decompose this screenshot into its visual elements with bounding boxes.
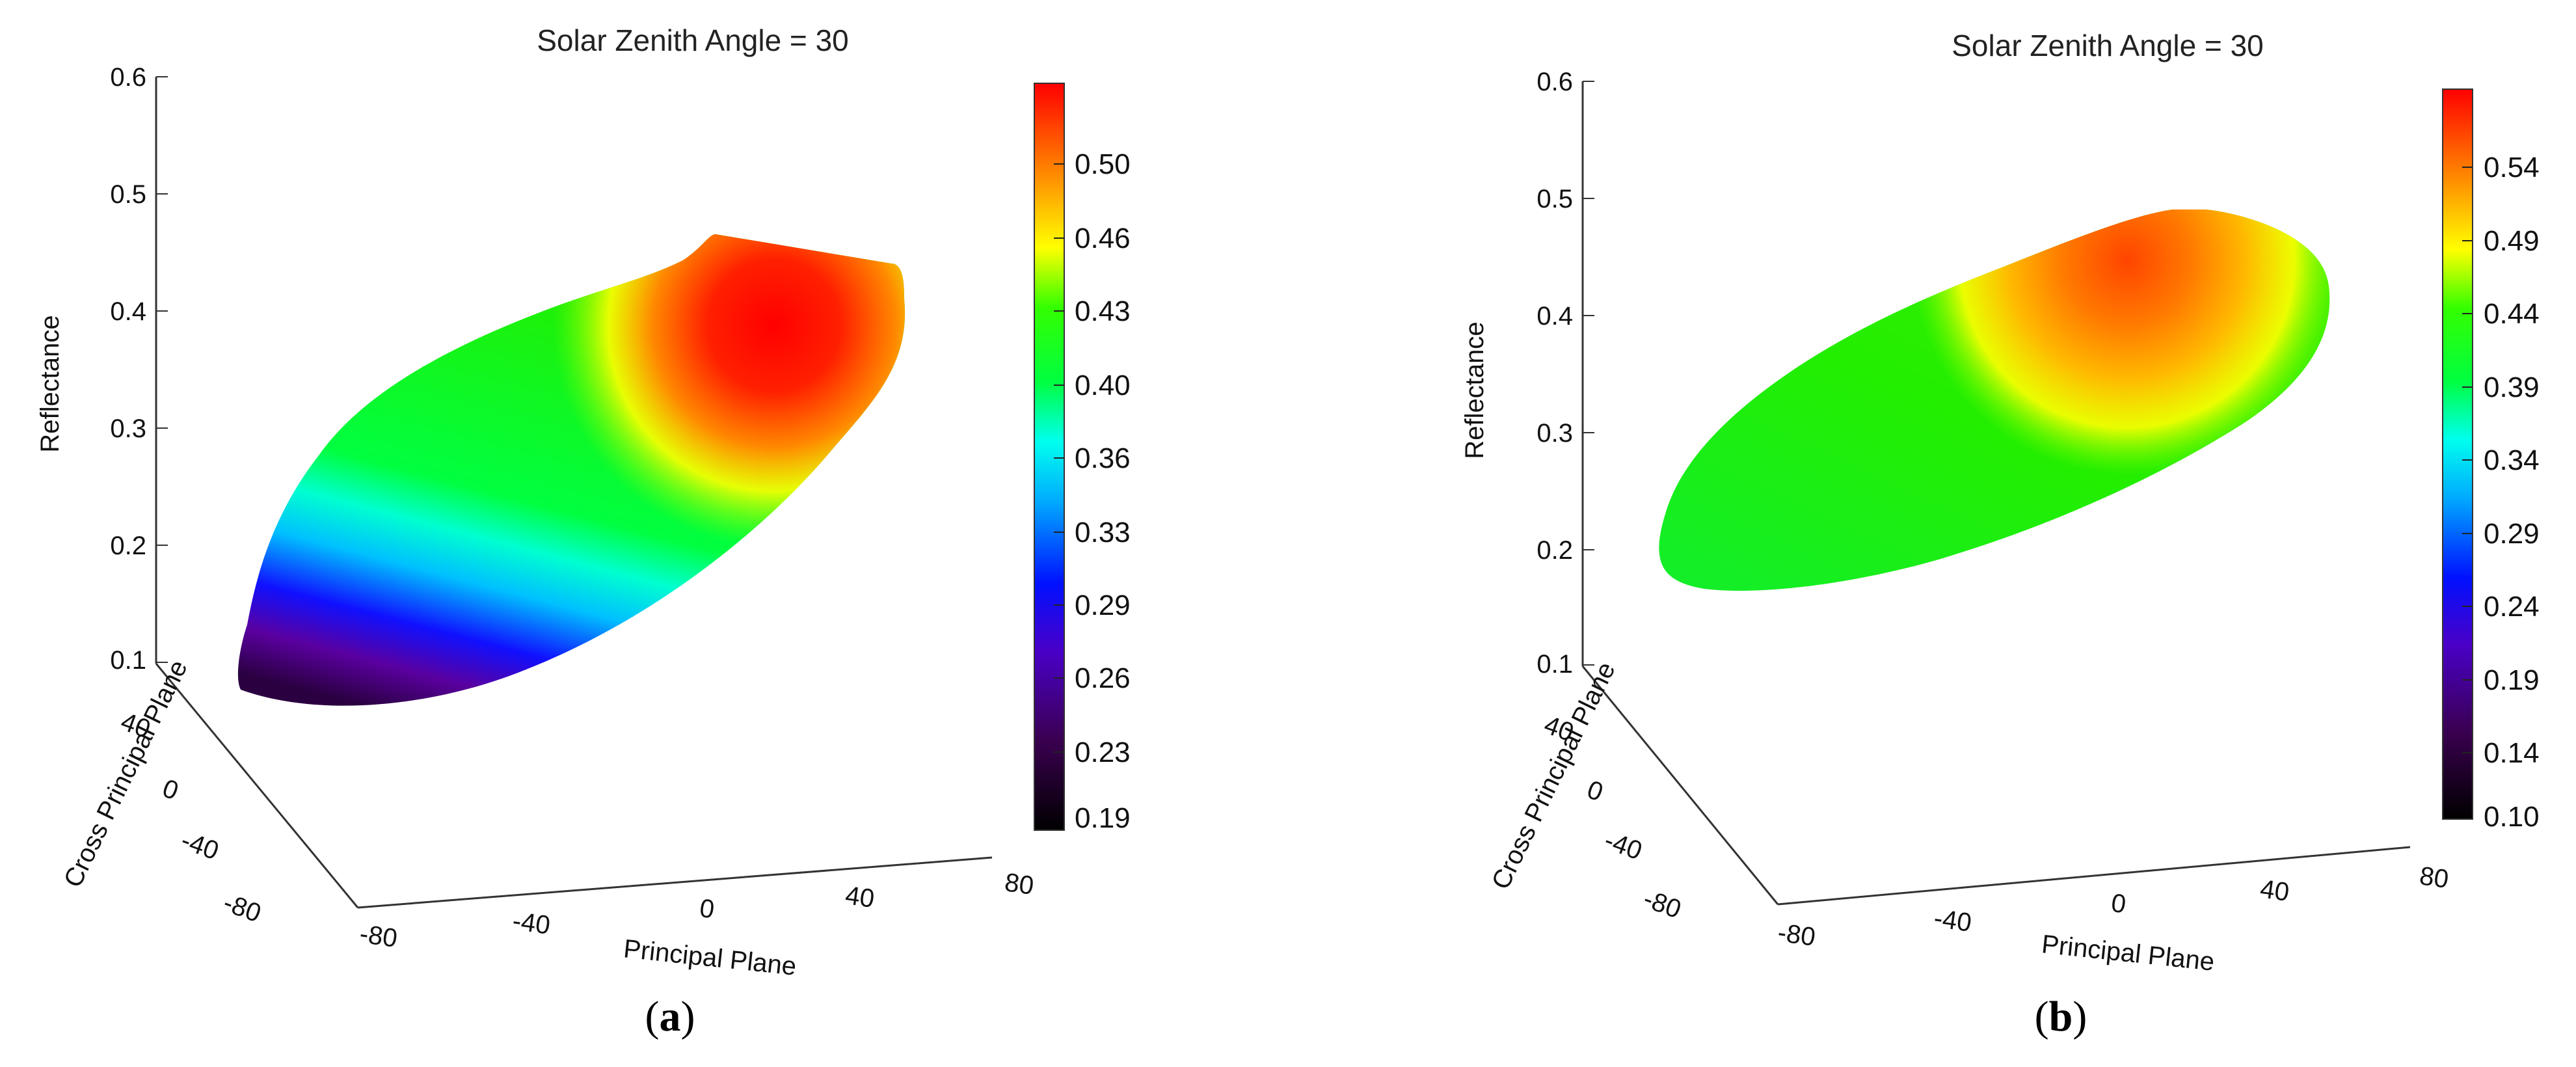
z-tick-label: 0.1 bbox=[1536, 650, 1573, 679]
z-tick-label: 0.2 bbox=[1536, 536, 1573, 565]
x-tick-label: 0 bbox=[2110, 889, 2128, 919]
z-tick-label: 0.1 bbox=[110, 646, 146, 675]
z-axis-title: Reflectance bbox=[1460, 321, 1489, 459]
x-tick-label: -40 bbox=[511, 906, 552, 940]
colorbar-tick-label: 0.46 bbox=[1075, 223, 1131, 254]
caption-close: ) bbox=[2073, 993, 2087, 1040]
x-axis-title: Principal Plane bbox=[2040, 930, 2216, 977]
colorbar-tick-label: 0.54 bbox=[2484, 152, 2540, 183]
x-tick-label: -40 bbox=[1932, 904, 1973, 938]
chart-title: Solar Zenith Angle = 30 bbox=[1952, 29, 2264, 62]
colorbar-tick-label: 0.39 bbox=[2484, 371, 2540, 403]
caption-open: ( bbox=[2034, 993, 2049, 1040]
y-tick-label: 0 bbox=[1583, 776, 1607, 807]
colorbar-tick-label: 0.49 bbox=[2484, 225, 2540, 257]
panel-caption-a: (a) bbox=[572, 992, 768, 1042]
z-tick-label: 0.5 bbox=[1536, 185, 1573, 213]
y-tick-label: -80 bbox=[220, 888, 265, 928]
colorbar-ticks bbox=[1054, 163, 1064, 753]
colorbar-tick-label: 0.29 bbox=[1075, 589, 1131, 621]
x-tick-label: 40 bbox=[2259, 874, 2291, 907]
z-axis-title: Reflectance bbox=[36, 315, 64, 452]
colorbar-tick-label: 0.26 bbox=[1075, 662, 1131, 694]
chart-panel-b: Solar Zenith Angle = 30 0.6 0.5 0.4 0.3 … bbox=[1288, 0, 2576, 1067]
colorbar-tick-label: 0.19 bbox=[2484, 664, 2540, 696]
colorbar bbox=[2442, 88, 2473, 820]
chart-b-svg: Solar Zenith Angle = 30 0.6 0.5 0.4 0.3 … bbox=[1460, 29, 2540, 977]
z-ticks bbox=[156, 76, 168, 663]
z-ticks bbox=[1583, 81, 1594, 666]
colorbar-tick-label: 0.14 bbox=[2484, 737, 2540, 769]
hotspot-fill bbox=[237, 234, 906, 706]
axis-frame bbox=[155, 77, 993, 909]
z-tick-label: 0.2 bbox=[110, 532, 146, 560]
z-tick-label: 0.3 bbox=[110, 414, 146, 443]
x-tick-label: -80 bbox=[358, 919, 399, 953]
caption-letter: b bbox=[2048, 993, 2073, 1040]
colorbar-tick-label: 0.29 bbox=[2484, 518, 2540, 550]
colorbar-tick-label: 0.36 bbox=[1075, 442, 1131, 474]
y-tick-label: -40 bbox=[1601, 826, 1646, 865]
chart-a-svg: Solar Zenith Angle = 30 0.6 0.5 0.4 0.3 … bbox=[36, 23, 1131, 981]
axis-frame bbox=[1581, 81, 2411, 906]
x-tick-label: 40 bbox=[844, 881, 876, 913]
reflectance-surface bbox=[1659, 209, 2330, 591]
y-axis-title: Cross Principal Plane bbox=[1486, 658, 1621, 894]
caption-letter: a bbox=[659, 993, 681, 1040]
colorbar bbox=[1034, 83, 1065, 831]
colorbar-tick-label: 0.33 bbox=[1075, 517, 1131, 548]
x-tick-label: -80 bbox=[1776, 918, 1817, 952]
colorbar-tick-label: 0.43 bbox=[1075, 295, 1131, 327]
z-tick-label: 0.6 bbox=[110, 63, 146, 92]
caption-close: ) bbox=[680, 993, 695, 1040]
x-axis-title: Principal Plane bbox=[622, 934, 798, 981]
z-tick-label: 0.5 bbox=[110, 180, 146, 209]
z-tick-label: 0.3 bbox=[1536, 419, 1573, 448]
reflectance-surface bbox=[237, 234, 906, 706]
x-tick-label: 0 bbox=[698, 894, 716, 925]
y-tick-label: 0 bbox=[159, 774, 182, 806]
z-tick-label: 0.4 bbox=[110, 297, 146, 326]
colorbar-tick-label: 0.10 bbox=[2484, 801, 2540, 833]
chart-title: Solar Zenith Angle = 30 bbox=[537, 23, 849, 57]
colorbar-ticks bbox=[2462, 167, 2473, 753]
y-tick-label: -40 bbox=[178, 826, 222, 865]
colorbar-tick-label: 0.50 bbox=[1075, 148, 1131, 180]
panel-caption-b: (b) bbox=[1963, 992, 2158, 1042]
z-tick-label: 0.6 bbox=[1536, 68, 1573, 96]
z-tick-label: 0.4 bbox=[1536, 302, 1573, 331]
x-tick-label: 80 bbox=[2418, 861, 2450, 894]
y-tick-label: -80 bbox=[1640, 884, 1685, 924]
colorbar-tick-label: 0.40 bbox=[1075, 370, 1131, 401]
hotspot-fill bbox=[1659, 209, 2330, 591]
colorbar-tick-label: 0.23 bbox=[1075, 736, 1131, 768]
y-axis-title: Cross Principal Plane bbox=[59, 656, 193, 892]
chart-panel-a: Solar Zenith Angle = 30 0.6 0.5 0.4 0.3 … bbox=[36, 23, 1131, 1042]
colorbar-tick-label: 0.34 bbox=[2484, 444, 2540, 476]
colorbar-tick-label: 0.44 bbox=[2484, 298, 2540, 330]
colorbar-tick-label: 0.19 bbox=[1075, 802, 1131, 834]
caption-open: ( bbox=[645, 993, 660, 1040]
x-tick-label: 80 bbox=[1003, 868, 1036, 900]
colorbar-tick-label: 0.24 bbox=[2484, 591, 2540, 623]
